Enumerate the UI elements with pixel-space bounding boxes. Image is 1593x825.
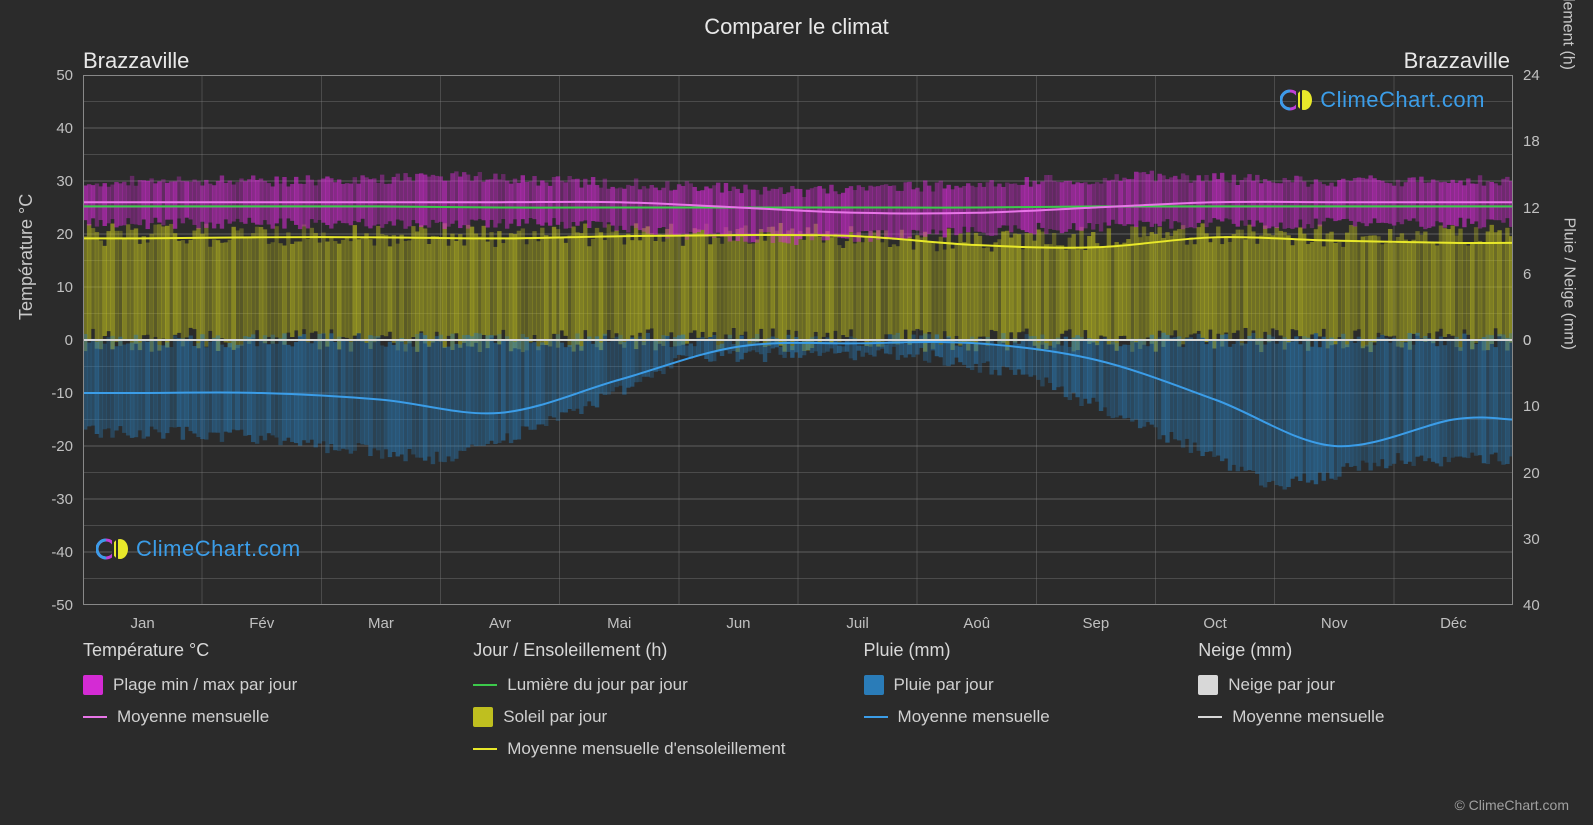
legend-row: Pluie par jour — [864, 675, 1179, 695]
legend-column: Neige (mm) Neige par jour Moyenne mensuell… — [1198, 640, 1513, 771]
legend-label: Moyenne mensuelle — [898, 707, 1050, 727]
legend-column: Pluie (mm) Pluie par jour Moyenne mensuell… — [864, 640, 1179, 771]
legend-label: Lumière du jour par jour — [507, 675, 687, 695]
logo-icon — [1280, 86, 1314, 114]
swatch-line-icon — [473, 748, 497, 750]
swatch-box-icon — [1198, 675, 1218, 695]
legend-row: Moyenne mensuelle — [83, 707, 453, 727]
tick-label: -50 — [51, 597, 73, 614]
tick-label: Juil — [846, 615, 869, 632]
y-axis-right-bottom-label: Pluie / Neige (mm) — [1559, 218, 1577, 350]
swatch-box-icon — [473, 707, 493, 727]
tick-label: Jun — [726, 615, 750, 632]
watermark-bottom: ClimeChart.com — [96, 535, 301, 563]
tick-label: 20 — [1523, 465, 1540, 482]
watermark-top: ClimeChart.com — [1280, 86, 1485, 114]
swatch-line-icon — [864, 716, 888, 718]
swatch-line-icon — [83, 716, 107, 718]
legend-row: Plage min / max par jour — [83, 675, 453, 695]
tick-label: 12 — [1523, 200, 1540, 217]
legend-header: Neige (mm) — [1198, 640, 1513, 661]
legend-label: Moyenne mensuelle — [1232, 707, 1384, 727]
tick-label: 24 — [1523, 67, 1540, 84]
location-left: Brazzaville — [83, 48, 189, 74]
tick-label: Avr — [489, 615, 511, 632]
swatch-box-icon — [83, 675, 103, 695]
legend-row: Moyenne mensuelle — [864, 707, 1179, 727]
tick-label: 18 — [1523, 133, 1540, 150]
tick-label: Mai — [607, 615, 631, 632]
tick-label: 40 — [1523, 597, 1540, 614]
tick-label: Déc — [1440, 615, 1467, 632]
watermark-text: ClimeChart.com — [1320, 87, 1485, 113]
chart-title: Comparer le climat — [0, 14, 1593, 40]
y-axis-right-top-label: Jour / Ensoleillement (h) — [1559, 0, 1577, 70]
tick-label: 20 — [56, 226, 73, 243]
tick-label: Mar — [368, 615, 394, 632]
tick-label: Nov — [1321, 615, 1348, 632]
legend-column: Température °C Plage min / max par jour Mo… — [83, 640, 453, 771]
legend-header: Jour / Ensoleillement (h) — [473, 640, 843, 661]
tick-label: Sep — [1083, 615, 1110, 632]
tick-label: -30 — [51, 491, 73, 508]
legend-label: Soleil par jour — [503, 707, 607, 727]
tick-label: Aoû — [963, 615, 990, 632]
logo-icon — [96, 535, 130, 563]
legend: Température °C Plage min / max par jour Mo… — [83, 640, 1513, 771]
location-right: Brazzaville — [1404, 48, 1510, 74]
legend-row: Moyenne mensuelle — [1198, 707, 1513, 727]
legend-label: Neige par jour — [1228, 675, 1335, 695]
legend-row: Soleil par jour — [473, 707, 843, 727]
legend-label: Pluie par jour — [894, 675, 994, 695]
tick-label: -40 — [51, 544, 73, 561]
tick-label: 30 — [1523, 531, 1540, 548]
legend-row: Neige par jour — [1198, 675, 1513, 695]
legend-row: Lumière du jour par jour — [473, 675, 843, 695]
tick-label: 6 — [1523, 266, 1531, 283]
tick-label: 30 — [56, 173, 73, 190]
tick-label: 0 — [1523, 332, 1531, 349]
swatch-box-icon — [864, 675, 884, 695]
y-axis-left-label: Température °C — [16, 194, 37, 320]
swatch-line-icon — [1198, 716, 1222, 718]
legend-label: Plage min / max par jour — [113, 675, 297, 695]
swatch-line-icon — [473, 684, 497, 686]
legend-row: Moyenne mensuelle d'ensoleillement — [473, 739, 843, 759]
tick-label: 0 — [65, 332, 73, 349]
plot-border — [83, 75, 1513, 605]
tick-label: -10 — [51, 385, 73, 402]
climate-chart — [83, 75, 1513, 605]
legend-column: Jour / Ensoleillement (h) Lumière du jour… — [473, 640, 843, 771]
legend-header: Pluie (mm) — [864, 640, 1179, 661]
tick-label: 10 — [1523, 398, 1540, 415]
legend-label: Moyenne mensuelle d'ensoleillement — [507, 739, 785, 759]
tick-label: Jan — [130, 615, 154, 632]
tick-label: -20 — [51, 438, 73, 455]
tick-label: Fév — [249, 615, 274, 632]
tick-label: Oct — [1203, 615, 1226, 632]
tick-label: 40 — [56, 120, 73, 137]
legend-label: Moyenne mensuelle — [117, 707, 269, 727]
tick-label: 10 — [56, 279, 73, 296]
watermark-text: ClimeChart.com — [136, 536, 301, 562]
copyright: © ClimeChart.com — [1454, 797, 1569, 813]
tick-label: 50 — [56, 67, 73, 84]
legend-header: Température °C — [83, 640, 453, 661]
